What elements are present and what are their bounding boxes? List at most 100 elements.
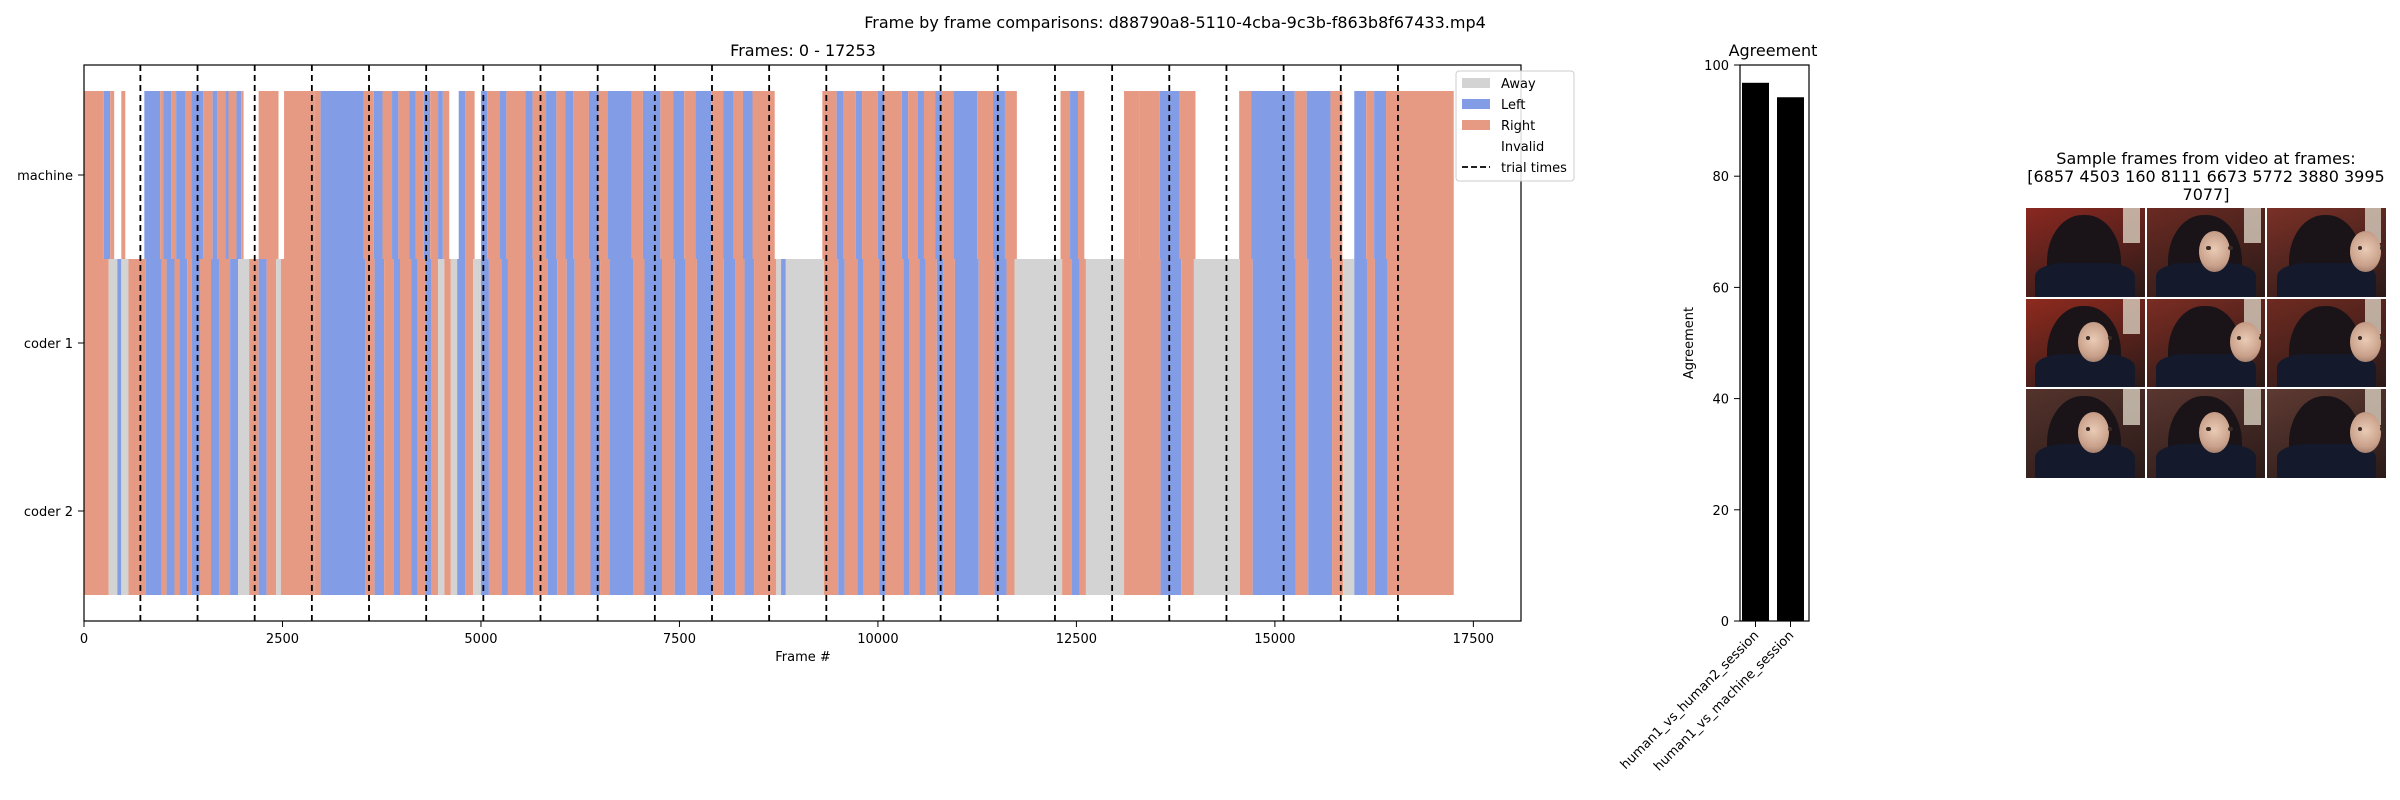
- coder-segment-away: [438, 259, 445, 595]
- coder-segment-away: [776, 259, 782, 595]
- machine-segment-right: [203, 91, 213, 259]
- coder-segment-right: [465, 259, 474, 595]
- coder-segment-right: [754, 259, 777, 595]
- coder-segment-left: [903, 259, 910, 595]
- coder-segment-right: [863, 259, 880, 595]
- y-tick-label: 40: [1712, 393, 1729, 408]
- machine-segment-right: [217, 91, 226, 259]
- machine-segment-left: [1306, 91, 1331, 259]
- machine-segment-left: [836, 91, 843, 259]
- machine-segment-right: [923, 91, 936, 259]
- frame-infant-face: [2078, 412, 2110, 454]
- coder-segment-right: [633, 259, 645, 595]
- coder-segment-left: [191, 259, 200, 595]
- coder-segment-right: [218, 259, 231, 595]
- coder-segment-right: [314, 259, 321, 595]
- coder-segment-right: [84, 259, 109, 595]
- machine-segment-left: [993, 91, 1005, 259]
- coder-segment-right: [885, 259, 904, 595]
- agreement-title: Agreement: [1729, 41, 1818, 60]
- coder-segment-right: [1079, 259, 1086, 595]
- coder-segment-right: [507, 259, 526, 595]
- legend-swatch: [1462, 78, 1490, 88]
- machine-segment-left: [409, 91, 416, 259]
- machine-segment-right: [1386, 91, 1454, 259]
- agreement-bars: [1742, 82, 1804, 622]
- sample-frames-title: Sample frames from video at frames: [685…: [2027, 149, 2384, 204]
- machine-segment-left: [546, 91, 557, 259]
- frame-infant-face: [2350, 412, 2382, 454]
- coder-segment-right: [1295, 259, 1309, 595]
- sample-frame-thumbnail: [2267, 298, 2386, 388]
- timeline-x-ticks: 0 2500 5000 7500 10000 12500 15000 17500: [80, 621, 1494, 647]
- legend-label: Invalid: [1501, 140, 1544, 155]
- agreement-bar: [1777, 97, 1804, 622]
- machine-segment-left: [953, 91, 978, 259]
- machine-segment-left: [877, 91, 885, 259]
- frame-infant-face: [2350, 321, 2382, 363]
- machine-segment-right: [941, 91, 954, 259]
- machine-segment-right: [660, 91, 674, 259]
- machine-segment-right: [908, 91, 918, 259]
- machine-segment-right: [185, 91, 192, 259]
- machine-segment-right: [1239, 91, 1252, 259]
- machine-segment-right: [171, 91, 177, 259]
- agreement-bar: [1742, 82, 1769, 622]
- coder-segment-right: [925, 259, 937, 595]
- coder-segment-right: [1332, 259, 1344, 595]
- coder-segment-right: [280, 259, 315, 595]
- machine-segment-left: [525, 91, 533, 259]
- machine-segment-right: [1004, 91, 1017, 259]
- coder-segment-right: [844, 259, 858, 595]
- machine-segment-left: [103, 91, 111, 259]
- timeline-title: Frames: 0 - 17253: [730, 41, 876, 60]
- sample-title-line1: Sample frames from video at frames:: [2056, 149, 2355, 168]
- sample-frame-thumbnail: [2267, 208, 2386, 297]
- frame-infant-face: [2229, 321, 2261, 363]
- x-tick-label: 15000: [1254, 632, 1295, 647]
- agreement-y-ticks: 0 20 40 60 80 100: [1704, 59, 1740, 630]
- machine-segment-right: [121, 91, 126, 259]
- machine-segment-left: [901, 91, 909, 259]
- coder-segment-left: [457, 259, 466, 595]
- coder-segment-away: [276, 259, 281, 595]
- y-tick-label: machine: [17, 169, 73, 184]
- sample-frame-thumbnail: [2146, 389, 2266, 478]
- coder-segment-left: [501, 259, 508, 595]
- coder-segment-right: [712, 259, 724, 595]
- machine-segment-left: [642, 91, 661, 259]
- coder-segment-right: [128, 259, 146, 595]
- coder-segment-left: [723, 259, 736, 595]
- machine-segment-left: [438, 91, 443, 259]
- machine-segment-right: [532, 91, 547, 259]
- machine-segment-left: [236, 91, 242, 259]
- coder-segment-right: [735, 259, 745, 595]
- coder-segment-right: [187, 259, 192, 595]
- coder-segment-right: [1124, 259, 1161, 595]
- frame-lamp: [2123, 389, 2140, 425]
- legend-label: Away: [1501, 77, 1536, 92]
- machine-segment-right: [398, 91, 410, 259]
- machine-segment-left: [373, 91, 383, 259]
- x-tick-label: 2500: [266, 632, 299, 647]
- machine-segment-right: [842, 91, 856, 259]
- coder-segment-left: [644, 259, 662, 595]
- machine-segment-right: [884, 91, 902, 259]
- coder-segment-right: [417, 259, 426, 595]
- legend-swatch: [1462, 120, 1490, 130]
- machine-segment-left: [723, 91, 734, 259]
- machine-segment-right: [573, 91, 589, 259]
- machine-segment-right: [1124, 91, 1140, 259]
- timeline-xlabel: Frame #: [775, 650, 831, 665]
- frame-infant-face: [2198, 412, 2230, 454]
- coder-segment-right: [431, 259, 439, 595]
- coder-segment-left: [566, 259, 575, 595]
- coder-segment-left: [994, 259, 1007, 595]
- coder-segment-left: [117, 259, 122, 595]
- machine-segment-left: [695, 91, 712, 259]
- agreement-frame: [1739, 64, 1810, 622]
- coder-segment-right: [661, 259, 675, 595]
- machine-segment-right: [241, 91, 244, 259]
- machine-segment-left: [673, 91, 685, 259]
- timeline-rows: [84, 91, 1454, 595]
